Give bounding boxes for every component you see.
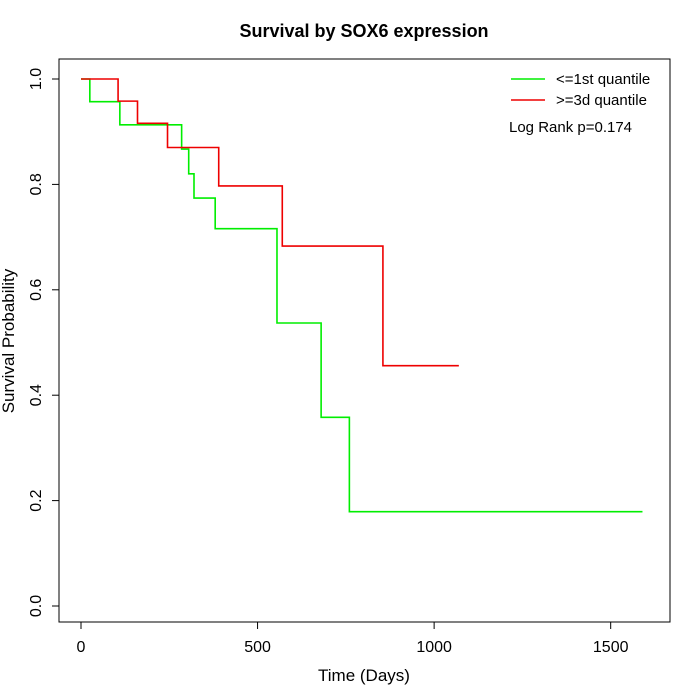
legend-label-1: >=3d quantile [556,92,647,109]
x-tick-label: 1000 [416,639,452,656]
series-line-0 [81,78,643,513]
y-axis-label: Survival Probability [0,268,18,413]
legend: <=1st quantile >=3d quantile [511,71,650,109]
series-layer [81,78,643,513]
y-axis: 0.0 0.2 0.4 0.6 0.8 1.0 [28,68,60,617]
log-rank-annotation: Log Rank p=0.174 [509,119,632,136]
x-tick-label: 0 [77,639,86,656]
y-tick-label: 0.0 [28,595,45,617]
y-tick-label: 0.2 [28,489,45,511]
x-tick-label: 1500 [593,639,629,656]
legend-label-0: <=1st quantile [556,71,650,88]
x-axis: 0 500 1000 1500 [77,621,629,656]
plot-frame [58,58,671,623]
y-tick-label: 0.8 [28,173,45,195]
y-tick-label: 1.0 [28,68,45,90]
x-axis-label: Time (Days) [318,666,410,685]
x-tick-label: 500 [244,639,271,656]
series-line-1 [81,78,459,367]
y-tick-label: 0.6 [28,279,45,301]
y-tick-label: 0.4 [28,384,45,406]
chart-title: Survival by SOX6 expression [239,21,488,41]
